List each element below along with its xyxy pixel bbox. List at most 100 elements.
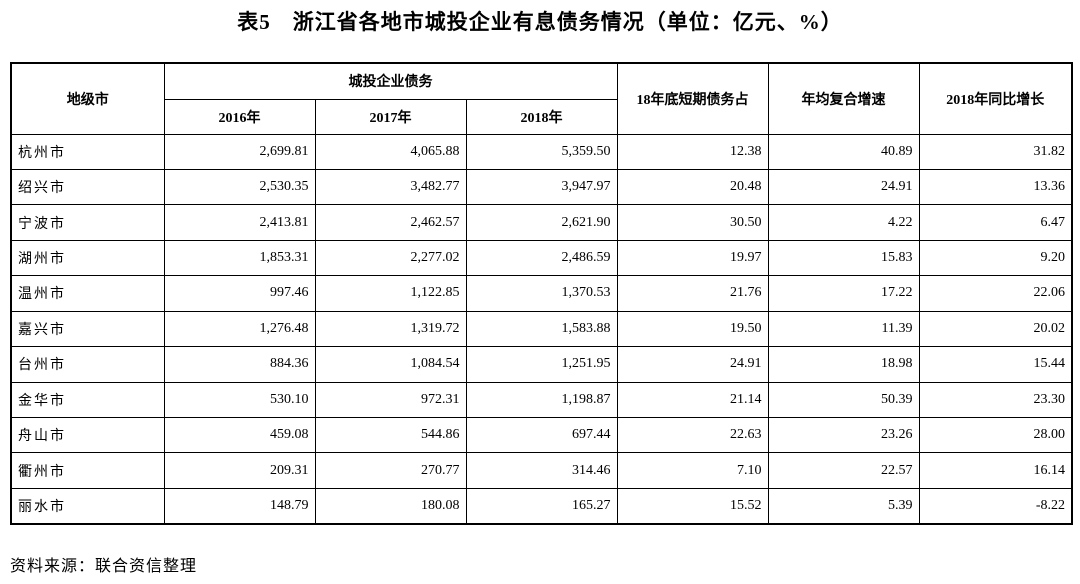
value-cell: 16.14 xyxy=(918,452,1073,489)
value-cell: 2,462.57 xyxy=(314,204,467,241)
table-row: 宁波市 2,413.81 2,462.57 2,621.90 30.50 4.22 6.47 xyxy=(10,204,1073,241)
table-row: 台州市 884.36 1,084.54 1,251.95 24.91 18.98 15.44 xyxy=(10,346,1073,383)
city-cell: 台州市 xyxy=(10,346,165,383)
value-cell: 2,486.59 xyxy=(465,239,618,277)
value-cell: 3,482.77 xyxy=(314,168,467,206)
value-cell: 2,621.90 xyxy=(465,204,618,241)
header-cell: 年均复合增速 xyxy=(767,62,920,135)
value-cell: 17.22 xyxy=(767,275,920,312)
value-cell: 148.79 xyxy=(163,487,316,525)
value-cell: 165.27 xyxy=(465,487,618,525)
value-cell: 18.98 xyxy=(767,346,920,383)
value-cell: 2,413.81 xyxy=(163,204,316,241)
value-cell: 997.46 xyxy=(163,275,316,312)
value-cell: 884.36 xyxy=(163,346,316,383)
city-cell: 嘉兴市 xyxy=(10,310,165,348)
value-cell: 1,319.72 xyxy=(314,310,467,348)
table-row: 湖州市 1,853.31 2,277.02 2,486.59 19.97 15.83 9.2… xyxy=(10,239,1073,277)
value-cell: 15.52 xyxy=(616,487,769,525)
value-cell: 24.91 xyxy=(616,346,769,383)
value-cell: 30.50 xyxy=(616,204,769,241)
value-cell: 21.14 xyxy=(616,381,769,419)
value-cell: 20.48 xyxy=(616,168,769,206)
value-cell: 19.50 xyxy=(616,310,769,348)
city-cell: 宁波市 xyxy=(10,204,165,241)
value-cell: 5.39 xyxy=(767,487,920,525)
table-row: 温州市 997.46 1,122.85 1,370.53 21.76 17.22 22.06 xyxy=(10,275,1073,312)
value-cell: 21.76 xyxy=(616,275,769,312)
source-note: 资料来源：联合资信整理 xyxy=(10,558,198,575)
value-cell: 1,198.87 xyxy=(465,381,618,419)
city-cell: 湖州市 xyxy=(10,239,165,277)
value-cell: 15.44 xyxy=(918,346,1073,383)
value-cell: 1,084.54 xyxy=(314,346,467,383)
value-cell: 1,583.88 xyxy=(465,310,618,348)
header-cell: 18年底短期债务占 xyxy=(616,62,769,135)
value-cell: 972.31 xyxy=(314,381,467,419)
value-cell: 270.77 xyxy=(314,452,467,489)
table-row: 衢州市 209.31 270.77 314.46 7.10 22.57 16.14 xyxy=(10,452,1073,489)
value-cell: 544.86 xyxy=(314,416,467,454)
header-cell: 2018年 xyxy=(465,98,618,135)
value-cell: 7.10 xyxy=(616,452,769,489)
value-cell: 28.00 xyxy=(918,416,1073,454)
value-cell: 13.36 xyxy=(918,168,1073,206)
value-cell: 314.46 xyxy=(465,452,618,489)
value-cell: 19.97 xyxy=(616,239,769,277)
table-title: 表5 浙江省各地市城投企业有息债务情况（单位：亿元、%） xyxy=(237,10,843,34)
value-cell: 4.22 xyxy=(767,204,920,241)
value-cell: 20.02 xyxy=(918,310,1073,348)
value-cell: 12.38 xyxy=(616,133,769,170)
value-cell: 50.39 xyxy=(767,381,920,419)
value-cell: 5,359.50 xyxy=(465,133,618,170)
header-cell: 2017年 xyxy=(314,98,467,135)
value-cell: 459.08 xyxy=(163,416,316,454)
city-cell: 丽水市 xyxy=(10,487,165,525)
city-cell: 舟山市 xyxy=(10,416,165,454)
value-cell: 22.57 xyxy=(767,452,920,489)
value-cell: 209.31 xyxy=(163,452,316,489)
value-cell: 2,530.35 xyxy=(163,168,316,206)
city-cell: 金华市 xyxy=(10,381,165,419)
value-cell: 697.44 xyxy=(465,416,618,454)
value-cell: 2,699.81 xyxy=(163,133,316,170)
table-row: 绍兴市 2,530.35 3,482.77 3,947.97 20.48 24.91 13.… xyxy=(10,168,1073,206)
value-cell: 23.30 xyxy=(918,381,1073,419)
value-cell: 180.08 xyxy=(314,487,467,525)
value-cell: 23.26 xyxy=(767,416,920,454)
value-cell: 11.39 xyxy=(767,310,920,348)
value-cell: 31.82 xyxy=(918,133,1073,170)
value-cell: 4,065.88 xyxy=(314,133,467,170)
value-cell: 2,277.02 xyxy=(314,239,467,277)
table-row: 丽水市 148.79 180.08 165.27 15.52 5.39 -8.22 xyxy=(10,487,1073,525)
header-cell: 地级市 xyxy=(10,62,165,135)
value-cell: 1,251.95 xyxy=(465,346,618,383)
city-cell: 衢州市 xyxy=(10,452,165,489)
city-cell: 杭州市 xyxy=(10,133,165,170)
table-body: 杭州市 2,699.81 4,065.88 5,359.50 12.38 40.89 31.… xyxy=(10,133,1073,525)
value-cell: 22.06 xyxy=(918,275,1073,312)
table-row: 舟山市 459.08 544.86 697.44 22.63 23.26 28.00 xyxy=(10,416,1073,454)
city-cell: 温州市 xyxy=(10,275,165,312)
city-cell: 绍兴市 xyxy=(10,168,165,206)
header-cell: 城投企业债务 xyxy=(163,62,618,100)
debt-table: 地级市 城投企业债务 18年底短期债务占 年均复合增速 2018年同比增长 20… xyxy=(10,62,1074,525)
value-cell: 1,370.53 xyxy=(465,275,618,312)
value-cell: 530.10 xyxy=(163,381,316,419)
value-cell: 9.20 xyxy=(918,239,1073,277)
value-cell: 15.83 xyxy=(767,239,920,277)
value-cell: 6.47 xyxy=(918,204,1073,241)
value-cell: 1,853.31 xyxy=(163,239,316,277)
table-row: 嘉兴市 1,276.48 1,319.72 1,583.88 19.50 11.39 20.… xyxy=(10,310,1073,348)
value-cell: -8.22 xyxy=(918,487,1073,525)
table-row: 金华市 530.10 972.31 1,198.87 21.14 50.39 23.30 xyxy=(10,381,1073,419)
value-cell: 1,122.85 xyxy=(314,275,467,312)
value-cell: 40.89 xyxy=(767,133,920,170)
value-cell: 3,947.97 xyxy=(465,168,618,206)
value-cell: 1,276.48 xyxy=(163,310,316,348)
value-cell: 24.91 xyxy=(767,168,920,206)
table-row: 杭州市 2,699.81 4,065.88 5,359.50 12.38 40.89 31.… xyxy=(10,133,1073,170)
header-cell: 2018年同比增长 xyxy=(918,62,1073,135)
value-cell: 22.63 xyxy=(616,416,769,454)
